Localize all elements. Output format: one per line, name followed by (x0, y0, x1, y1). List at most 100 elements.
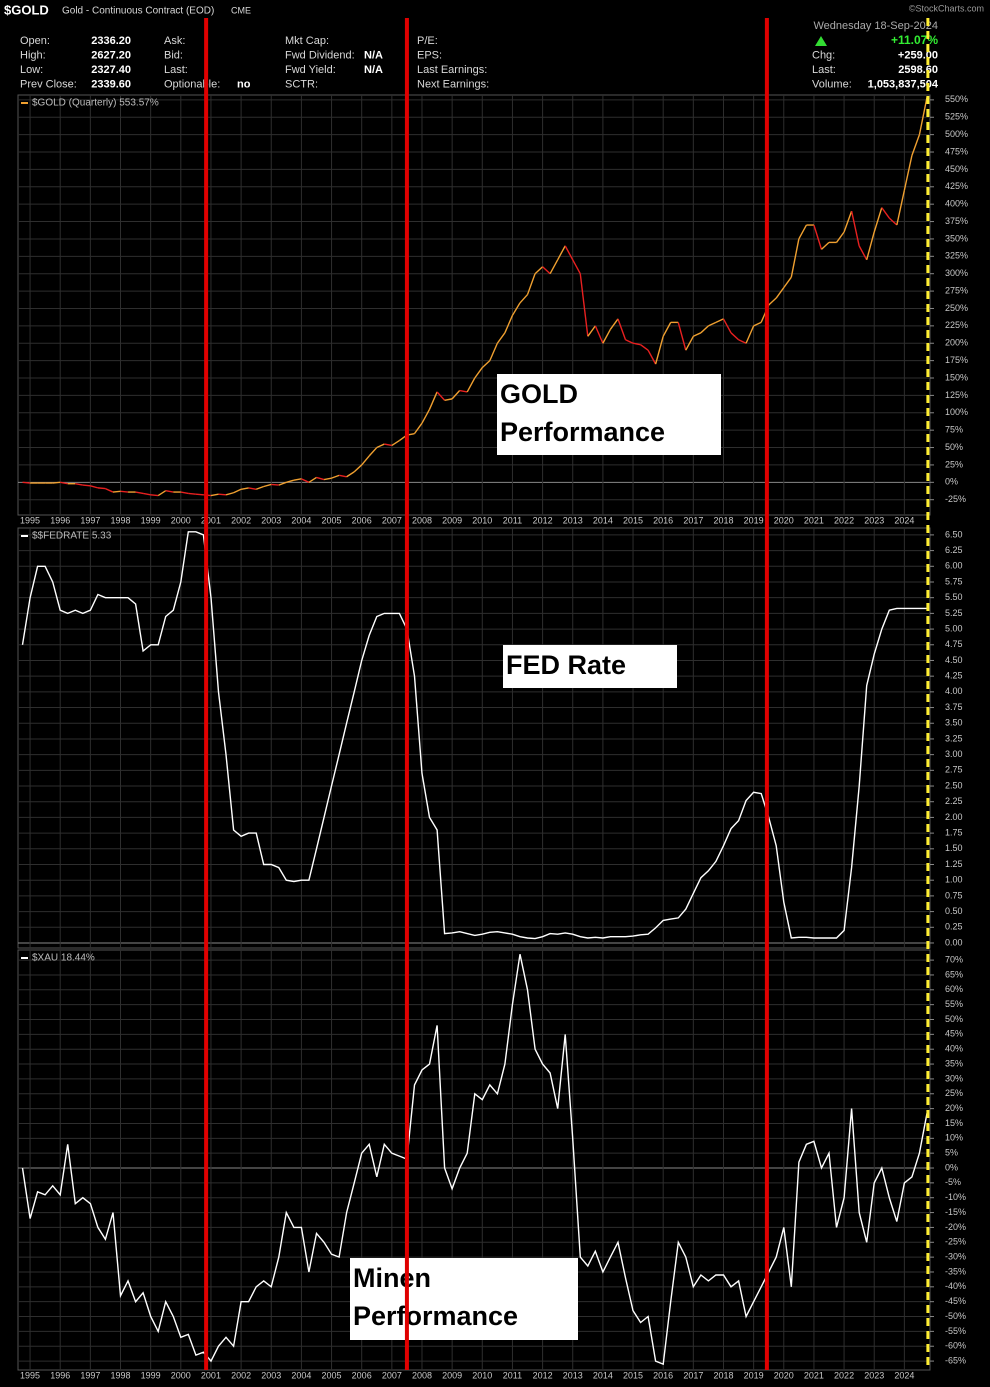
x-tick-label: 2004 (291, 1370, 311, 1380)
x-tick-label: 2018 (713, 515, 733, 525)
line-segment (511, 302, 521, 316)
line-segment (685, 335, 694, 351)
y-tick-label: 5% (945, 1148, 958, 1158)
line-segment (617, 318, 627, 341)
x-tick-label: 2007 (382, 515, 402, 525)
x-tick-label: 2012 (533, 515, 553, 525)
annotation-text: Minen (353, 1263, 431, 1293)
annotation-text: GOLD (500, 379, 578, 409)
legend-label: $GOLD (Quarterly) 553.57% (32, 98, 159, 109)
line-segment (240, 487, 249, 490)
y-tick-label: 125% (945, 390, 968, 400)
y-tick-label: 65% (945, 969, 963, 979)
y-tick-label: 350% (945, 233, 968, 243)
field-label: Volume: (812, 78, 852, 90)
line-segment (255, 485, 264, 490)
up-arrow (815, 36, 827, 46)
line-segment (873, 207, 883, 233)
field-label: Optionable: (164, 78, 220, 90)
x-tick-label: 1998 (110, 1370, 130, 1380)
line-segment (421, 408, 431, 424)
y-tick-label: 0% (945, 1162, 958, 1172)
x-tick-label: 1996 (50, 515, 70, 525)
line-segment (640, 344, 649, 351)
line-segment (413, 422, 423, 435)
x-tick-label: 2007 (382, 1370, 402, 1380)
line-segment (654, 336, 664, 365)
panel-frame (17, 949, 931, 1371)
series-line (21, 954, 928, 1366)
line-segment (233, 488, 242, 494)
x-tick-label: 2010 (472, 515, 492, 525)
line-segment (466, 377, 476, 393)
field-label: Fwd Yield: (285, 64, 336, 76)
line-segment (594, 325, 604, 344)
panel-frame (17, 527, 931, 949)
y-tick-label: 400% (945, 199, 968, 209)
line-segment (474, 367, 483, 379)
x-tick-label: 2020 (774, 1370, 794, 1380)
line-segment (534, 266, 544, 275)
y-tick-label: 50% (945, 442, 963, 452)
y-tick-label: 275% (945, 285, 968, 295)
line-segment (135, 491, 144, 495)
annotation-text: Performance (500, 417, 665, 447)
y-tick-label: -20% (945, 1222, 966, 1232)
y-tick-label: 200% (945, 338, 968, 348)
line-segment (496, 332, 506, 344)
x-tick-label: 2006 (352, 515, 372, 525)
y-tick-label: -60% (945, 1341, 966, 1351)
line-segment (120, 490, 129, 493)
x-tick-label: 2024 (894, 1370, 914, 1380)
x-tick-label: 2001 (201, 515, 221, 525)
annotation-text: Performance (353, 1301, 518, 1331)
line-segment (353, 464, 363, 473)
plot-area (22, 97, 928, 497)
line-segment (384, 443, 392, 447)
y-tick-label: 2.50 (945, 780, 963, 790)
x-tick-label: 2003 (261, 515, 281, 525)
line-segment (850, 210, 860, 247)
y-tick-label: -40% (945, 1281, 966, 1291)
line-segment (632, 342, 641, 346)
y-tick-label: -5% (945, 1177, 961, 1187)
line-segment (519, 294, 529, 304)
line-segment (188, 492, 196, 495)
field-value: 2336.20 (91, 35, 131, 47)
y-tick-label: -25% (945, 1237, 966, 1247)
line-segment (481, 360, 491, 369)
x-tick-label: 2017 (683, 515, 703, 525)
line-segment (903, 155, 913, 191)
field-label: Mkt Cap: (285, 35, 329, 47)
field-value: 2598.60 (898, 64, 938, 76)
line-segment (489, 342, 499, 361)
x-tick-label: 2022 (834, 1370, 854, 1380)
y-tick-label: 6.00 (945, 561, 963, 571)
exchange: CME (231, 5, 251, 15)
line-segment (722, 318, 732, 334)
line-segment (308, 476, 317, 483)
line-segment (866, 231, 875, 260)
y-tick-label: 4.75 (945, 639, 963, 649)
field-label: Chg: (812, 49, 835, 61)
line-segment (835, 231, 845, 243)
line-segment (888, 217, 898, 226)
line-segment (195, 493, 204, 496)
y-tick-label: 2.75 (945, 765, 963, 775)
x-tick-label: 2011 (503, 1370, 522, 1380)
x-tick-label: 2006 (352, 1370, 372, 1380)
x-tick-label: 1997 (80, 515, 100, 525)
line-segment (715, 318, 724, 324)
y-tick-label: 20% (945, 1103, 963, 1113)
field-label: P/E: (417, 35, 438, 47)
field-value: 2627.20 (91, 49, 131, 61)
date: Wednesday 18-Sep-2024 (813, 20, 938, 32)
x-tick-label: 1996 (50, 1370, 70, 1380)
line-segment (52, 481, 61, 484)
series-line (21, 531, 927, 940)
field-label: EPS: (417, 49, 442, 61)
line-segment (783, 276, 792, 289)
y-tick-label: 525% (945, 112, 968, 122)
y-tick-label: 100% (945, 407, 968, 417)
